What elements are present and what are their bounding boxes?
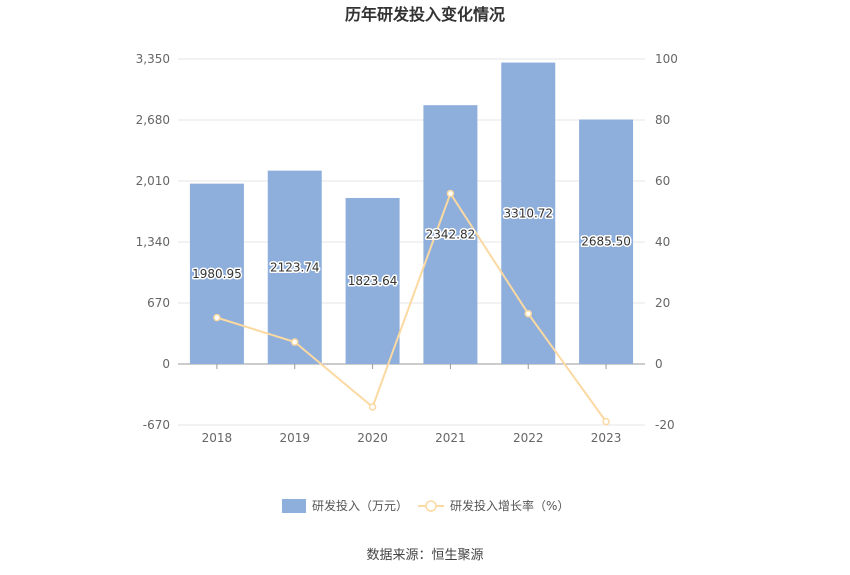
x-tick-label-2019: 2019	[279, 431, 310, 445]
bar-data-labels: 1980.95 2123.74 1823.64 2342.82 3310.72 2685.…	[191, 205, 633, 290]
growth-point-2019	[291, 338, 299, 346]
y-right-tick-label: 80	[655, 113, 670, 127]
bar-2021	[423, 105, 478, 364]
growth-point-2020	[368, 403, 377, 411]
y-right-tick-label: 0	[655, 357, 663, 371]
grid-lines	[178, 58, 645, 426]
x-tick-label-2023: 2023	[591, 431, 622, 445]
bar-label-2018: 1980.95	[192, 267, 242, 281]
bar-series	[189, 62, 634, 365]
y-left-tick-label: 2,010	[136, 174, 170, 188]
legend: 研发投入（万元） 研发投入增长率（%）	[282, 498, 569, 513]
y-right-tick-label: 40	[655, 235, 670, 249]
x-tick-label-2020: 2020	[357, 431, 388, 445]
bar-2019	[267, 170, 322, 364]
legend-swatch-bar[interactable]	[282, 499, 306, 513]
bar-2018	[189, 183, 244, 364]
y-left-tick-label: 1,340	[136, 235, 170, 249]
legend-label-line[interactable]: 研发投入增长率（%）	[450, 498, 569, 513]
bar-2023	[579, 119, 634, 364]
legend-swatch-line-marker	[425, 500, 437, 512]
y-left-tick-label: 2,680	[136, 113, 170, 127]
y-left-tick-label: 670	[147, 296, 170, 310]
growth-point-2023	[602, 417, 610, 426]
growth-point-2018	[213, 313, 221, 322]
y-right-tick-label: 60	[655, 174, 670, 188]
legend-label-bar[interactable]: 研发投入（万元）	[312, 498, 408, 513]
y-right-tick-label: 20	[655, 296, 670, 310]
chart-title: 历年研发投入变化情况	[345, 5, 505, 24]
x-tick-label-2018: 2018	[202, 431, 233, 445]
bar-label-2020: 1823.64	[348, 274, 398, 288]
growth-point-2022	[524, 309, 532, 318]
bar-2020	[345, 197, 400, 364]
bar-label-2022: 3310.72	[503, 206, 553, 220]
x-tick-label-2021: 2021	[435, 431, 466, 445]
bar-label-2021: 2342.82	[426, 228, 476, 242]
y-axis-right: 100 80 60 40 20 0 -20	[655, 52, 678, 432]
source-note: 数据来源：恒生聚源	[366, 548, 483, 563]
line-series	[213, 189, 610, 426]
bar-label-2019: 2123.74	[270, 260, 320, 274]
y-axis-left: 3,350 2,680 2,010 1,340 670 0 -670	[136, 52, 170, 432]
growth-rate-line	[216, 191, 607, 423]
bar-label-2023: 2685.50	[581, 235, 631, 249]
y-right-tick-label: 100	[655, 52, 678, 66]
y-left-tick-label: 3,350	[136, 52, 170, 66]
x-axis: 2018 2019 2020 2021 2022 2023	[202, 364, 622, 445]
y-left-tick-label: -670	[143, 418, 170, 432]
y-left-tick-label: 0	[162, 357, 170, 371]
growth-point-2021	[446, 189, 455, 198]
x-tick-label-2022: 2022	[513, 431, 544, 445]
y-right-tick-label: -20	[655, 418, 675, 432]
